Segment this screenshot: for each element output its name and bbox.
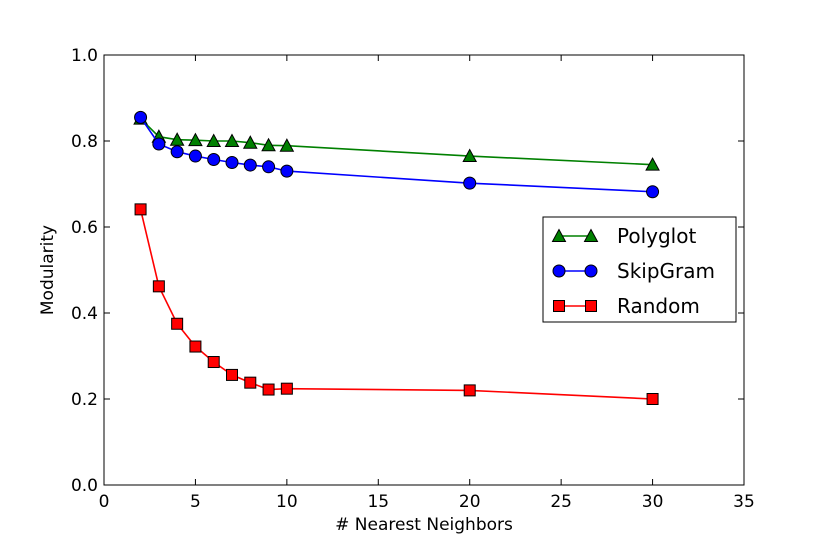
legend-label-random: Random [617,294,700,318]
data-point-skipgram-3 [152,137,166,151]
data-point-polyglot-20 [462,148,478,163]
data-point-skipgram-10 [280,164,294,178]
data-point-random-4 [171,317,184,330]
x-tick-label-20: 20 [459,492,481,512]
axes-layer: 0 5 10 15 20 25 30 35 0.0 0.2 0.4 0.6 0.8 1.0 [71,46,755,512]
legend-marker-right-polyglot [583,228,599,242]
x-tick-label-5: 5 [190,492,201,512]
data-point-polyglot-30 [645,157,660,171]
data-point-polyglot-9 [261,137,276,152]
x-tick-label-0: 0 [99,492,110,512]
x-tick-label-15: 15 [367,492,389,512]
y-tick-label-0: 0.0 [71,476,98,496]
legend-label-skipgram: SkipGram [617,259,715,283]
data-point-skipgram-2 [134,110,148,124]
data-point-random-10 [280,382,293,395]
data-point-skipgram-7 [225,156,239,169]
legend-marker-left-random [553,300,565,312]
data-point-polyglot-5 [188,132,203,147]
data-point-skipgram-9 [262,160,276,174]
data-point-polyglot-6 [206,133,222,147]
data-point-polyglot-4 [169,132,185,146]
x-tick-label-25: 25 [550,492,572,512]
x-axis-label: # Nearest Neighbors [335,515,513,535]
y-tick-label-0.6: 0.6 [71,218,98,238]
x-tick-label-10: 10 [276,492,298,512]
legend-marker-right-random [585,300,597,312]
data-point-polyglot-10 [279,138,295,152]
data-point-skipgram-20 [463,176,477,190]
data-point-random-7 [226,368,238,381]
legend-marker-right-skipgram [584,264,598,278]
x-tick-label-30: 30 [642,492,664,512]
data-point-skipgram-6 [207,152,221,166]
y-tick-label-0.4: 0.4 [71,304,98,324]
data-point-skipgram-30 [646,185,660,199]
data-point-random-6 [207,356,220,369]
legend-marker-left-polyglot [551,228,567,242]
data-point-skipgram-5 [188,149,202,163]
data-point-random-3 [152,280,165,293]
y-axis-label: Modularity [38,225,58,315]
legend-box [542,216,737,323]
y-tick-label-1: 1.0 [71,46,98,66]
legend-label-polyglot: Polyglot [617,224,696,248]
plot-frame [103,54,745,486]
data-point-random-2 [134,203,147,216]
data-point-polyglot-7 [224,133,240,147]
data-point-skipgram-4 [170,145,184,159]
y-tick-label-0.8: 0.8 [71,132,98,152]
data-point-random-30 [646,393,659,405]
data-point-random-9 [262,383,275,396]
data-point-skipgram-8 [243,158,257,172]
y-tick-label-0.2: 0.2 [71,390,98,410]
legend-marker-left-skipgram [552,264,566,278]
x-tick-label-35: 35 [733,492,755,512]
data-point-random-20 [463,384,476,397]
data-point-random-8 [244,376,257,389]
series-layer [133,110,660,405]
legend: Polyglot SkipGram Random [542,216,737,323]
data-point-random-5 [189,340,202,353]
data-point-polyglot-8 [242,135,258,149]
